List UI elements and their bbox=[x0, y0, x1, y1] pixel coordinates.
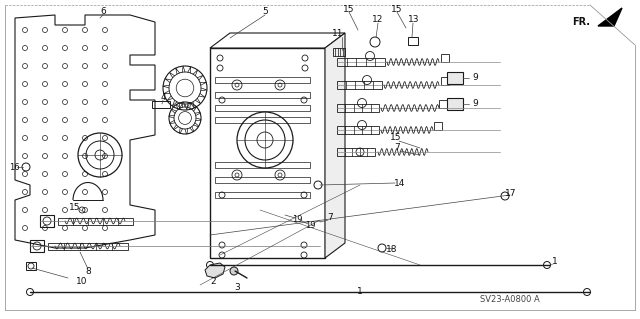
Bar bbox=[337, 104, 379, 112]
Bar bbox=[337, 148, 375, 156]
Bar bbox=[215, 162, 310, 168]
Text: 19: 19 bbox=[305, 221, 316, 231]
Text: 15: 15 bbox=[343, 4, 355, 13]
Text: 7: 7 bbox=[327, 213, 333, 222]
Text: 10: 10 bbox=[76, 278, 88, 286]
Text: 6: 6 bbox=[100, 8, 106, 17]
Bar bbox=[333, 48, 345, 56]
Bar bbox=[210, 48, 325, 258]
Text: 15: 15 bbox=[390, 133, 402, 143]
Text: 15: 15 bbox=[69, 203, 81, 211]
Text: 14: 14 bbox=[394, 179, 406, 188]
Bar bbox=[215, 105, 310, 111]
Bar bbox=[152, 101, 170, 108]
Bar bbox=[215, 117, 310, 123]
Bar bbox=[447, 98, 463, 110]
Text: 19: 19 bbox=[292, 216, 302, 225]
Bar bbox=[439, 100, 447, 108]
Bar bbox=[215, 177, 310, 183]
Bar bbox=[215, 192, 310, 198]
Text: 9: 9 bbox=[472, 73, 478, 83]
Text: 18: 18 bbox=[387, 244, 397, 254]
Bar bbox=[441, 54, 449, 62]
Text: 4: 4 bbox=[160, 93, 166, 101]
Text: 5: 5 bbox=[262, 8, 268, 17]
Bar bbox=[48, 242, 128, 249]
Text: 17: 17 bbox=[505, 189, 516, 197]
Bar bbox=[441, 77, 449, 85]
Polygon shape bbox=[205, 263, 225, 278]
Text: FR.: FR. bbox=[572, 17, 590, 27]
Circle shape bbox=[230, 267, 238, 275]
Text: 1: 1 bbox=[552, 257, 558, 266]
Text: 3: 3 bbox=[234, 284, 240, 293]
Polygon shape bbox=[598, 8, 622, 26]
Bar bbox=[337, 126, 379, 134]
Text: 11: 11 bbox=[332, 29, 344, 39]
Text: 15: 15 bbox=[391, 4, 403, 13]
Bar bbox=[26, 262, 36, 270]
Polygon shape bbox=[210, 33, 345, 48]
Bar bbox=[408, 37, 418, 45]
Text: 16: 16 bbox=[9, 162, 19, 172]
Text: 13: 13 bbox=[408, 14, 420, 24]
Text: 8: 8 bbox=[85, 268, 91, 277]
Bar bbox=[447, 72, 463, 84]
Bar bbox=[30, 240, 44, 252]
Text: 1: 1 bbox=[357, 286, 363, 295]
Bar bbox=[337, 81, 382, 89]
Bar bbox=[337, 58, 385, 66]
Bar bbox=[215, 77, 310, 83]
Bar bbox=[215, 92, 310, 98]
Bar bbox=[40, 215, 54, 227]
Text: 9: 9 bbox=[472, 100, 478, 108]
Polygon shape bbox=[325, 33, 345, 258]
Polygon shape bbox=[15, 15, 155, 248]
Text: 7: 7 bbox=[394, 144, 400, 152]
Bar bbox=[58, 218, 133, 225]
Text: SV23-A0800 A: SV23-A0800 A bbox=[480, 295, 540, 305]
Text: 12: 12 bbox=[372, 14, 384, 24]
Bar bbox=[434, 122, 442, 130]
Text: 2: 2 bbox=[210, 277, 216, 286]
